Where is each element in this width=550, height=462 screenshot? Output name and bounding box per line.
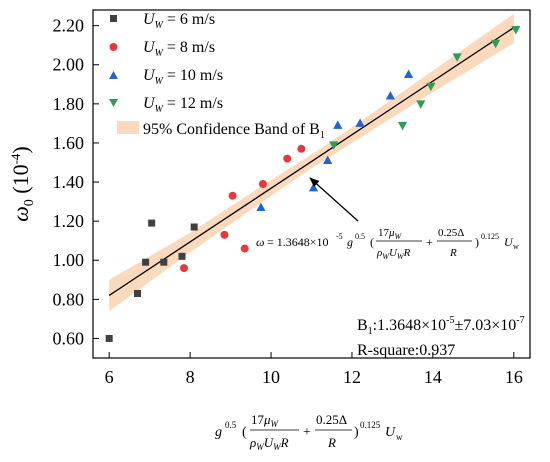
x-tick-label: 10 (262, 367, 280, 387)
data-points (105, 26, 521, 342)
y-tick-label: 1.40 (53, 172, 85, 192)
data-point-uw10-6 (385, 91, 396, 100)
data-point-uw10-4 (333, 120, 343, 129)
x-tick-label: 16 (505, 367, 523, 387)
svg-text:): ) (475, 235, 479, 249)
data-point-uw12-3 (416, 100, 426, 109)
data-point-uw6-1 (105, 334, 113, 342)
svg-text:UW = 12 m/s: UW = 12 m/s (143, 95, 223, 115)
svg-text:+: + (426, 235, 433, 249)
svg-text:0.5: 0.5 (355, 232, 365, 241)
data-point-uw8-5 (258, 180, 267, 188)
svg-text:0.5: 0.5 (225, 420, 237, 430)
legend-marker-uw12 (109, 99, 118, 107)
confidence-band (109, 13, 514, 312)
svg-text:U: U (385, 425, 396, 440)
svg-text:w: w (513, 242, 519, 251)
data-point-uw12-2 (397, 121, 408, 131)
data-point-uw12-1 (329, 141, 339, 150)
fit-line-segment (108, 27, 515, 296)
svg-text:U: U (504, 235, 514, 249)
r-square-annotation: R-square:0.937 (357, 342, 455, 359)
x-axis-label: g 0.5 ( 17μW ρWUWR + 0.25Δ R ) 0.125 U w (215, 412, 403, 452)
y-tick-label: 2.00 (53, 55, 85, 75)
b1-annotation: B1:1.3648×10-5±7.03×10-7 (357, 315, 525, 337)
y-tick-label: 1.20 (53, 211, 85, 231)
plot-frame (92, 9, 531, 359)
data-point-uw8-4 (240, 244, 249, 253)
data-point-uw10-2 (308, 182, 319, 192)
legend-marker-uw6 (110, 15, 117, 22)
svg-text:w: w (396, 432, 403, 442)
data-point-uw12-7 (511, 26, 521, 35)
svg-text:= 1.3648×10: = 1.3648×10 (267, 235, 329, 249)
data-point-uw6-6 (178, 252, 186, 260)
y-axis-label: ω0 (10-4) (8, 146, 37, 222)
y-tick-label: 1.00 (53, 250, 85, 270)
data-point-uw10-7 (404, 69, 414, 79)
svg-text:ρWUWR: ρWUWR (249, 435, 289, 452)
y-tick-label: 0.80 (53, 289, 85, 309)
svg-text:UW = 6 m/s: UW = 6 m/s (143, 11, 215, 31)
legend-swatch-confidence-band (117, 121, 139, 134)
data-point-uw6-4 (148, 219, 156, 227)
y-tick-label: 1.80 (53, 94, 85, 114)
svg-text:R: R (327, 435, 336, 450)
data-point-uw10-1 (256, 202, 266, 211)
data-point-uw12-6 (491, 39, 501, 49)
legend-marker-uw8 (109, 43, 118, 51)
data-point-uw10-3 (323, 155, 333, 165)
data-point-uw12-4 (426, 82, 436, 92)
equation-annotation: ω = 1.3648×10 -5 g 0.5 ( 17μW ρWUWR + 0.… (256, 227, 519, 261)
x-tick-label: 8 (186, 367, 195, 387)
y-tick-label: 2.20 (53, 16, 85, 36)
data-point-uw6-5 (160, 258, 168, 266)
svg-text:g: g (347, 235, 353, 249)
svg-text:0.25Δ: 0.25Δ (438, 227, 464, 239)
svg-text:ω0 (10-4): ω0 (10-4) (8, 146, 37, 222)
data-point-uw6-2 (134, 289, 142, 297)
svg-text:0.125: 0.125 (360, 420, 381, 430)
y-tick-label: 0.60 (53, 328, 85, 348)
data-point-uw6-7 (190, 223, 198, 231)
svg-text:0.125: 0.125 (481, 232, 499, 241)
svg-text:17μW: 17μW (251, 412, 280, 429)
svg-text:R: R (449, 247, 457, 259)
svg-text:ρWUWR: ρWUWR (376, 247, 411, 261)
fit-line (108, 27, 515, 296)
annotation-arrow (309, 177, 359, 222)
data-point-uw8-2 (220, 230, 229, 239)
svg-text:+: + (303, 425, 311, 440)
data-point-uw8-6 (283, 154, 292, 163)
svg-text:(: ( (242, 425, 247, 440)
svg-text:0.25Δ: 0.25Δ (316, 412, 347, 427)
x-tick-label: 6 (105, 367, 114, 387)
svg-text:17μW: 17μW (378, 227, 403, 241)
legend-marker-uw10 (109, 71, 118, 79)
svg-text:(: ( (370, 235, 374, 249)
svg-text:95% Confidence Band of B1: 95% Confidence Band of B1 (143, 121, 325, 141)
axis-ticks: 6 8 10 12 14 16 0.60 0.80 1.00 1.20 1.40 1.60 1.80 2.… (53, 16, 523, 387)
data-point-uw12-5 (452, 53, 462, 62)
svg-text:UW = 10 m/s: UW = 10 m/s (143, 67, 223, 87)
y-tick-label: 1.60 (53, 133, 85, 153)
data-point-uw8-1 (180, 264, 189, 273)
data-point-uw10-5 (355, 118, 365, 127)
data-point-uw8-7 (297, 144, 306, 153)
confidence-band-area (109, 13, 514, 312)
svg-text:-5: -5 (336, 232, 343, 241)
data-point-uw8-3 (228, 191, 237, 200)
data-point-uw6-3 (142, 258, 150, 266)
svg-text:g: g (215, 425, 222, 440)
svg-text:): ) (354, 425, 359, 440)
x-tick-label: 12 (343, 367, 361, 387)
x-tick-label: 14 (424, 367, 442, 387)
legend: UW = 6 m/s UW = 8 m/s UW = 10 m/s UW = 1… (109, 11, 325, 141)
svg-text:UW = 8 m/s: UW = 8 m/s (143, 39, 215, 59)
svg-text:ω: ω (256, 235, 264, 249)
